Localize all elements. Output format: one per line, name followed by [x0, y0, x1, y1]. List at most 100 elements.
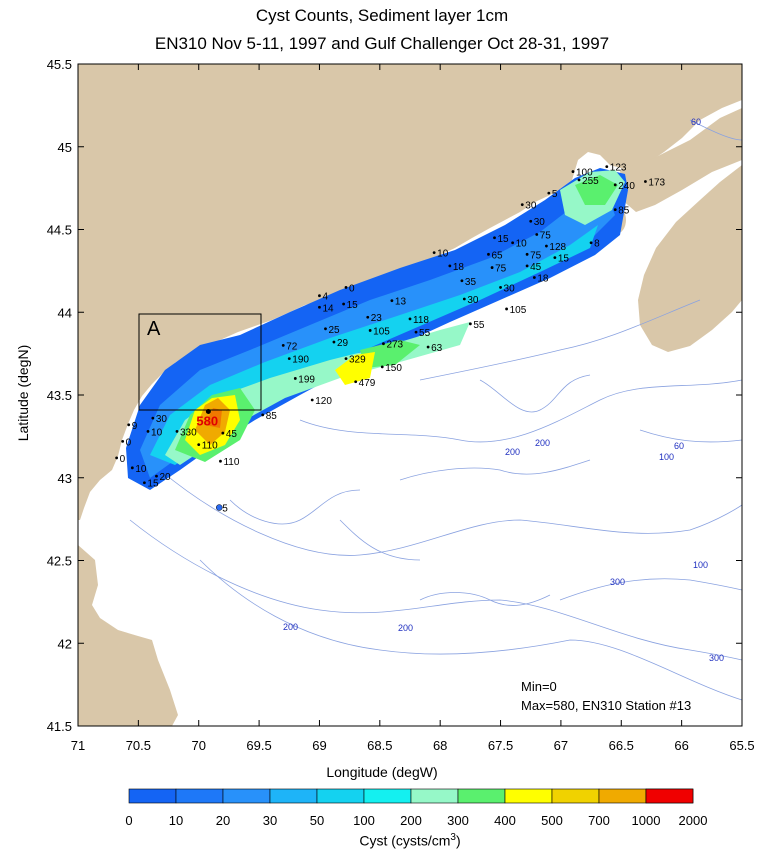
station-value: 10: [135, 464, 147, 475]
station-marker: [366, 315, 370, 319]
station-value: 29: [337, 338, 349, 349]
station-marker: [382, 342, 385, 346]
station-value: 85: [618, 206, 630, 217]
station-value: 15: [558, 254, 570, 265]
station-value: 5: [222, 504, 228, 515]
colorbar-tick-label: 300: [447, 813, 469, 828]
station-value: 110: [202, 441, 218, 452]
station-marker: [390, 299, 394, 303]
x-tick-label: 66.5: [609, 738, 634, 753]
depth-label: 200: [535, 438, 550, 448]
station-marker: [344, 357, 348, 360]
station-marker: [293, 377, 297, 380]
station-marker: [380, 365, 384, 369]
station-value: 85: [266, 411, 278, 422]
x-tick-label: 65.5: [729, 738, 754, 753]
station-marker: [553, 256, 557, 260]
station-value: 0: [349, 283, 355, 294]
depth-label: 300: [709, 653, 724, 663]
station-value: 45: [530, 262, 542, 273]
colorbar-swatch: [551, 788, 600, 804]
station-value: 15: [498, 234, 510, 245]
x-tick-label: 70: [191, 738, 205, 753]
station-value: 10: [151, 427, 163, 438]
station-marker: [368, 329, 372, 332]
x-axis-label: Longitude (degW): [326, 764, 438, 780]
station-marker: [525, 264, 529, 268]
colorbar-swatch: [457, 788, 506, 804]
station-value: 75: [540, 230, 552, 241]
station-value: 173: [648, 178, 665, 189]
station-value: 240: [618, 181, 635, 192]
map-content: A 60 60 100 100 200 200 200 200 300 300 …: [78, 64, 742, 726]
station-value: 100: [576, 168, 593, 179]
station-marker: [432, 251, 436, 255]
station-value: 128: [549, 242, 566, 253]
colorbar-swatch: [128, 788, 177, 804]
station-marker: [121, 439, 125, 443]
station-marker: [408, 317, 412, 321]
station-value: 4: [322, 292, 328, 303]
station-value: 10: [437, 249, 449, 260]
station-marker: [547, 191, 551, 195]
y-tick-label: 44: [58, 305, 72, 320]
station-value: 45: [226, 429, 238, 440]
station-marker: [281, 343, 285, 347]
depth-label: 100: [659, 452, 674, 462]
depth-label: 300: [610, 577, 625, 587]
station-marker: [644, 180, 647, 183]
colorbar-swatch-top: [645, 788, 694, 804]
colorbar-swatch: [316, 788, 365, 804]
x-tick-label: 67.5: [488, 738, 513, 753]
station-marker: [520, 203, 524, 207]
y-tick-label: 43: [58, 471, 72, 486]
station-marker: [613, 183, 617, 187]
station-marker: [143, 481, 146, 485]
colorbar-tick-label: 1000: [632, 813, 661, 828]
station-marker: [219, 459, 222, 463]
colorbar-tick-label: 50: [310, 813, 324, 828]
station-value: 0: [126, 437, 132, 448]
station-value: 330: [180, 427, 197, 438]
station-value: 14: [322, 303, 334, 314]
station-marker: [130, 466, 134, 470]
y-axis-label: Latitude (degN): [15, 344, 31, 442]
max-note: Max=580, EN310 Station #13: [521, 698, 692, 713]
y-tick-label: 45: [58, 140, 72, 155]
depth-labels: 60 60 100 100 200 200 200 200 300 300: [283, 117, 724, 663]
station-marker: [414, 330, 418, 334]
x-tick-label: 69.5: [246, 738, 271, 753]
station-marker: [324, 327, 327, 331]
colorbar-tick-label: 20: [216, 813, 230, 828]
station-value: 30: [467, 295, 479, 306]
y-tick-label: 42: [58, 636, 72, 651]
station-marker: [221, 431, 225, 435]
colorbar-tick-label: 10: [169, 813, 183, 828]
station-marker: [332, 340, 336, 344]
station-marker: [613, 208, 617, 212]
colorbar: 0 10 20 30 50 100 200 300 400 500 700 1000 2000: [125, 788, 707, 828]
station-value: 105: [373, 326, 390, 337]
station-marker: [525, 252, 529, 256]
station-value: 9: [132, 421, 138, 432]
colorbar-tick-label: 100: [353, 813, 375, 828]
station-marker: [318, 305, 321, 309]
station-value: 15: [147, 479, 159, 490]
station-marker: [151, 416, 155, 420]
station-value: 479: [359, 378, 376, 389]
station-marker: [342, 302, 345, 306]
station-value: 110: [223, 457, 239, 468]
bathymetry-contours: [129, 119, 742, 701]
station-marker: [571, 170, 575, 173]
y-tick-label: 41.5: [47, 719, 72, 734]
station-marker: [468, 322, 472, 326]
colorbar-tick-label: 30: [263, 813, 277, 828]
station-value: 13: [395, 297, 407, 308]
station-marker: [605, 165, 609, 169]
y-tick-label: 43.5: [47, 388, 72, 403]
depth-label: 100: [693, 560, 708, 570]
station-value: 273: [386, 340, 403, 351]
station-marker: [462, 297, 466, 301]
station-value: 75: [530, 250, 542, 261]
